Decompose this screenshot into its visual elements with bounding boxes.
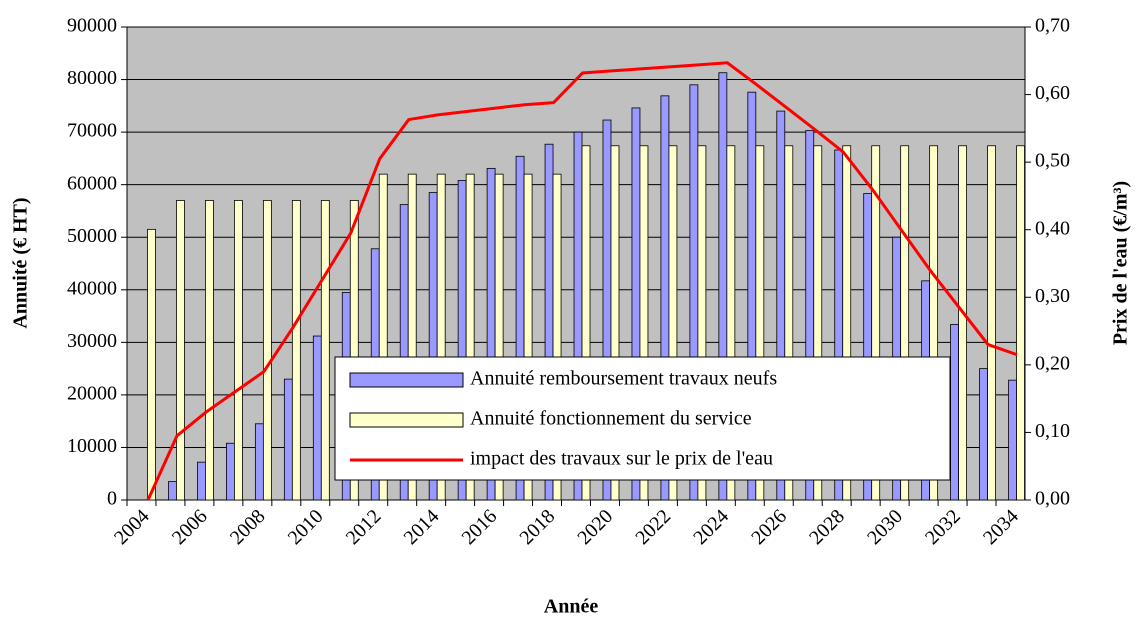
- bar: [929, 145, 939, 501]
- bar: [205, 200, 214, 501]
- bar: [168, 481, 177, 501]
- bar: [312, 335, 322, 501]
- x-tick-label: 2030: [863, 505, 907, 549]
- y-tick-label: 40000: [67, 277, 117, 299]
- legend-label: impact des travaux sur le prix de l'eau: [470, 448, 773, 470]
- y2-tick-label: 0,70: [1035, 15, 1070, 37]
- bar: [987, 145, 996, 501]
- bar: [697, 145, 707, 501]
- bar: [320, 200, 330, 501]
- y-tick-label: 70000: [67, 120, 117, 142]
- x-tick-label: 2026: [747, 505, 791, 549]
- y2-tick-label: 0,00: [1035, 488, 1070, 510]
- x-tick-label: 2008: [226, 505, 270, 549]
- y-tick-label: 0: [107, 488, 117, 510]
- line: [146, 61, 1018, 501]
- legend-label: Annuité fonctionnement du service: [470, 408, 752, 430]
- y2-tick-label: 0,10: [1035, 420, 1070, 442]
- x-tick-label: 2022: [631, 505, 675, 549]
- x-tick-label: 2014: [400, 505, 444, 549]
- bar: [378, 173, 388, 501]
- y-tick-label: 60000: [67, 172, 117, 194]
- x-tick-label: 2010: [284, 505, 328, 549]
- y-tick-label: 30000: [67, 330, 117, 352]
- bar: [494, 173, 504, 501]
- x-tick-label: 2016: [458, 505, 502, 549]
- y-tick-label: 50000: [67, 225, 117, 247]
- bar: [349, 200, 359, 501]
- x-tick-label: 2034: [979, 505, 1023, 549]
- bar: [950, 324, 959, 501]
- bar: [176, 200, 185, 501]
- x-tick-label: 2006: [168, 505, 212, 549]
- x-axis-title: Année: [544, 596, 599, 618]
- y2-tick-label: 0,60: [1035, 82, 1070, 104]
- bar: [979, 368, 988, 501]
- bar: [226, 442, 235, 501]
- y-axis-title: Annuité (€ HT): [10, 197, 32, 328]
- bar: [283, 378, 293, 501]
- bar: [900, 145, 910, 501]
- y2-tick-label: 0,20: [1035, 352, 1070, 374]
- bar: [407, 173, 417, 501]
- x-tick-label: 2004: [110, 505, 154, 549]
- legend-swatch: [349, 372, 464, 388]
- y2-tick-label: 0,30: [1035, 285, 1070, 307]
- bar: [436, 173, 446, 501]
- y-tick-label: 20000: [67, 382, 117, 404]
- x-tick-label: 2018: [515, 505, 559, 549]
- x-tick-label: 2020: [573, 505, 617, 549]
- y-tick-label: 80000: [67, 67, 117, 89]
- bar: [1016, 145, 1025, 501]
- bar: [726, 145, 736, 501]
- bar: [610, 145, 620, 501]
- x-tick-label: 2032: [921, 505, 965, 549]
- y-tick-label: 90000: [67, 15, 117, 37]
- bar: [581, 145, 591, 501]
- bar: [552, 173, 562, 501]
- bar: [958, 145, 967, 501]
- bar: [842, 145, 852, 501]
- y2-tick-label: 0,50: [1035, 150, 1070, 172]
- bar: [784, 145, 794, 501]
- bar: [1008, 379, 1017, 501]
- bar: [262, 200, 272, 501]
- y-tick-label: 10000: [67, 435, 117, 457]
- bar: [234, 200, 243, 501]
- bar: [755, 145, 765, 501]
- x-tick-label: 2012: [342, 505, 386, 549]
- legend-label: Annuité remboursement travaux neufs: [470, 368, 777, 390]
- y2-axis-title: Prix de l'eau (€/m³): [1110, 181, 1132, 345]
- bar: [813, 145, 823, 501]
- bar: [639, 145, 649, 501]
- bar: [465, 173, 475, 501]
- y2-tick-label: 0,40: [1035, 217, 1070, 239]
- bar: [871, 145, 881, 501]
- bar: [291, 200, 301, 501]
- bar: [147, 228, 156, 501]
- x-tick-label: 2028: [805, 505, 849, 549]
- bar: [254, 423, 264, 501]
- bar: [197, 461, 206, 501]
- legend-swatch: [349, 412, 464, 428]
- x-tick-label: 2024: [689, 505, 733, 549]
- bar: [668, 145, 678, 501]
- bar: [523, 173, 533, 501]
